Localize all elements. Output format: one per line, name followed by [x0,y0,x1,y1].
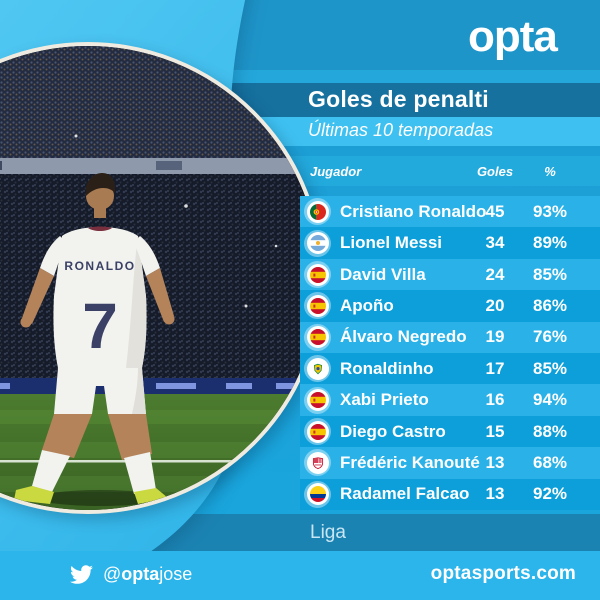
player-name: Radamel Falcao [340,484,470,504]
player-flag-badge-spain [304,386,331,414]
player-flag-badge-argentina [304,229,331,257]
flag-icon [306,200,329,223]
flag-icon [306,263,329,286]
goals-value: 13 [485,452,505,472]
table-row: Álvaro Negredo 19 76% [300,321,600,354]
table-row: Radamel Falcao 13 92% [300,478,600,511]
percentage-value: 76% [532,327,568,347]
table-row: David Villa 24 85% [300,258,600,291]
flag-icon [306,326,329,349]
player-flag-badge-spain [304,323,331,351]
goals-value: 34 [485,233,505,253]
goals-value: 15 [485,421,505,441]
flag-icon [306,483,329,506]
percentage-value: 92% [532,484,568,504]
page-title: Goles de penalti [308,86,489,112]
flag-icon [306,389,329,412]
player-flag-badge-colombia [304,480,331,508]
percentage-value: 94% [532,390,568,410]
player-flag-badge-spain [304,292,331,320]
player-table: Cristiano Ronaldo 45 93% Lionel Messi 34… [300,196,600,511]
twitter-at-symbol: @ [103,564,122,584]
percentage-value: 86% [532,295,568,315]
goals-value: 19 [485,327,505,347]
competition-label: Liga [310,522,346,543]
column-header-goals: Goles [476,164,514,179]
table-row: Lionel Messi 34 89% [300,227,600,259]
player-flag-badge-portugal [304,198,331,226]
pitch-line [0,460,320,463]
flag-icon [306,451,329,474]
goals-value: 20 [485,295,505,315]
flag-icon [306,357,329,380]
player-flag-badge-sevilla [304,449,331,477]
player-name: David Villa [340,264,426,284]
jersey-name: RONALDO [64,259,135,273]
percentage-value: 85% [532,264,568,284]
table-row: Xabi Prieto 16 94% [300,384,600,416]
goals-value: 13 [485,484,505,504]
flag-icon [306,294,329,317]
player-name: Álvaro Negredo [340,327,467,347]
table-row: Apoño 20 86% [300,290,600,322]
column-header-player: Jugador [310,164,362,179]
table-row: Frédéric Kanouté 13 68% [300,447,600,479]
player-photo-scene: RONALDO 7 [0,46,320,510]
footer-band [0,551,600,600]
goals-value: 24 [485,264,505,284]
twitter-handle[interactable]: @ opta jose [68,563,192,586]
percentage-value: 89% [532,233,568,253]
goals-value: 45 [485,201,505,221]
flag-icon [306,420,329,443]
opta-logo: opta [468,12,558,61]
flag-icon [306,232,329,255]
player-flag-badge-brazil [304,355,331,383]
jersey-number: 7 [82,290,118,362]
player-name: Diego Castro [340,421,446,441]
player-name: Lionel Messi [340,233,443,253]
goals-value: 17 [485,358,505,378]
player-name: Apoño [340,295,394,315]
player-name: Frédéric Kanouté [340,452,480,472]
twitter-handle-light: jose [159,564,193,584]
table-row: Cristiano Ronaldo 45 93% [300,196,600,228]
page-subtitle: Últimas 10 temporadas [308,120,494,140]
percentage-value: 93% [532,201,568,221]
percentage-value: 88% [532,421,568,441]
website-url[interactable]: optasports.com [430,563,576,584]
column-header-percentage: % [544,164,556,179]
player-flag-badge-spain [304,418,331,446]
goals-value: 16 [485,390,505,410]
table-row: Ronaldinho 17 85% [300,353,600,385]
percentage-value: 68% [532,452,568,472]
player-flag-badge-spain [304,261,331,289]
percentage-value: 85% [532,358,568,378]
player-name: Xabi Prieto [340,390,429,410]
twitter-bird-icon [70,565,93,584]
table-row: Diego Castro 15 88% [300,415,600,448]
twitter-handle-bold: opta [121,564,160,584]
player-name: Cristiano Ronaldo [340,201,487,221]
player-figure: RONALDO 7 [14,173,175,506]
player-name: Ronaldinho [340,358,434,378]
